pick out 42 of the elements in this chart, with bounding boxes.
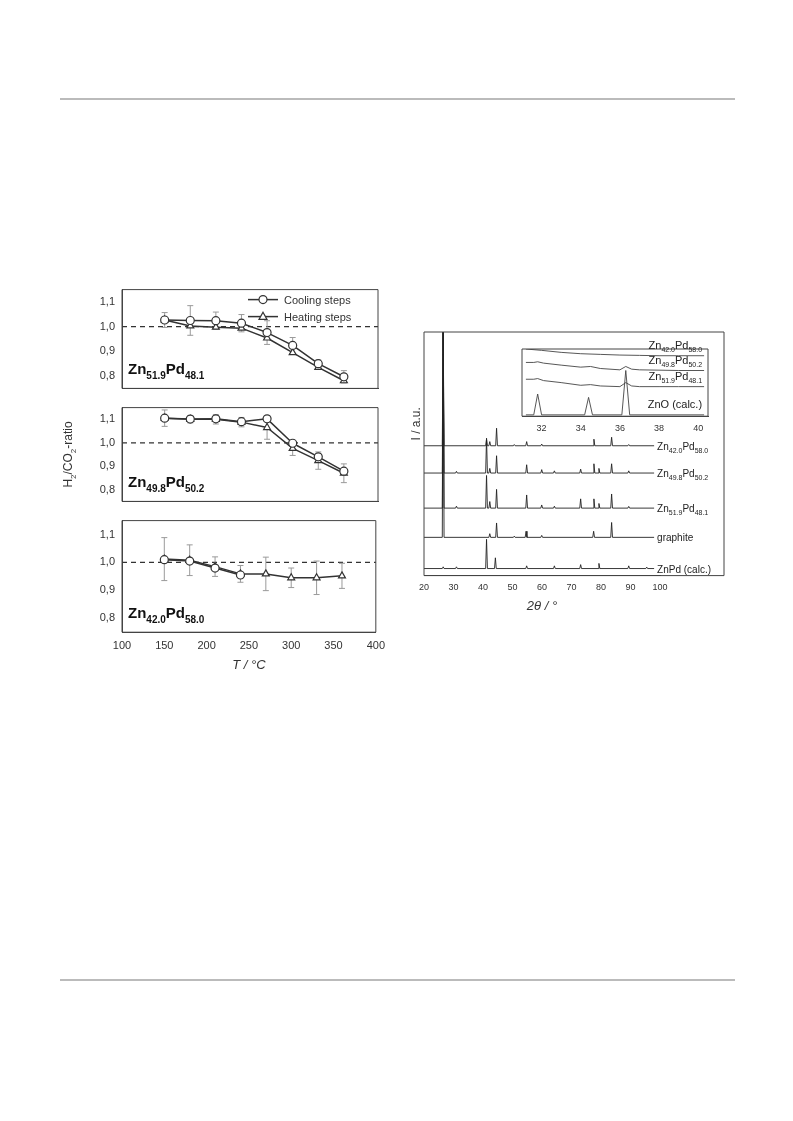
y-tick-label: 1,0 bbox=[99, 319, 115, 332]
series-label: ZnPd (calc.) bbox=[657, 563, 712, 575]
x-tick-label: 400 bbox=[366, 638, 385, 651]
x-tick-label: 200 bbox=[197, 638, 216, 651]
x-tick-label: 250 bbox=[239, 638, 259, 651]
x-tick-label: 32 bbox=[536, 423, 547, 434]
y-tick-label: 0,9 bbox=[99, 583, 115, 596]
x-tick-label: 60 bbox=[536, 582, 548, 593]
legend-label: Heating steps bbox=[284, 310, 352, 323]
y-tick-label: 1,1 bbox=[99, 294, 115, 307]
x-tick-label: 150 bbox=[155, 638, 174, 651]
x-tick-label: 38 bbox=[654, 423, 665, 434]
legend-label: Cooling steps bbox=[284, 293, 352, 306]
y-tick-label: 1,1 bbox=[99, 412, 115, 425]
x-tick-label: 80 bbox=[595, 582, 607, 593]
y-tick-label: 0,9 bbox=[99, 344, 115, 357]
x-axis-title: 2θ / ° bbox=[525, 597, 558, 613]
y-tick-label: 0,8 bbox=[99, 482, 115, 495]
y-axis-title: H2/CO2-ratio bbox=[61, 421, 78, 488]
x-tick-label: 30 bbox=[448, 582, 459, 593]
x-tick-label: 90 bbox=[625, 582, 636, 593]
x-tick-label: 70 bbox=[566, 582, 577, 593]
x-tick-label: 100 bbox=[652, 582, 668, 593]
x-tick-label: 100 bbox=[112, 638, 132, 651]
series-label: graphite bbox=[657, 532, 694, 544]
y-axis-title: I / a.u. bbox=[409, 407, 423, 441]
x-axis-title: T / °C bbox=[232, 656, 267, 672]
y-tick-label: 0,8 bbox=[99, 369, 115, 382]
series-label: ZnO (calc.) bbox=[647, 397, 703, 410]
x-tick-label: 350 bbox=[324, 638, 343, 651]
y-tick-label: 1,1 bbox=[99, 527, 115, 540]
y-tick-label: 0,9 bbox=[99, 459, 115, 472]
x-tick-label: 40 bbox=[477, 582, 489, 593]
x-tick-label: 34 bbox=[575, 423, 586, 434]
y-tick-label: 1,0 bbox=[99, 435, 115, 448]
y-tick-label: 0,8 bbox=[99, 611, 115, 624]
x-tick-label: 20 bbox=[418, 582, 430, 593]
y-tick-label: 1,0 bbox=[99, 555, 115, 568]
x-tick-label: 40 bbox=[693, 423, 704, 434]
x-tick-label: 50 bbox=[507, 582, 518, 593]
x-tick-label: 36 bbox=[614, 423, 625, 434]
x-tick-label: 300 bbox=[282, 638, 301, 651]
